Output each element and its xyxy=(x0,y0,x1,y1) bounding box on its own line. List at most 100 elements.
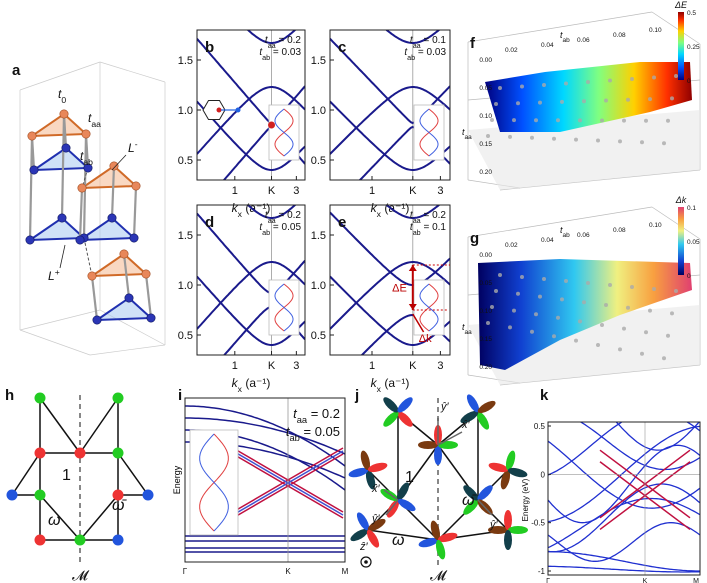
orbital-lobe xyxy=(488,526,508,534)
band xyxy=(615,422,700,451)
band xyxy=(548,483,700,553)
y-tick-label: -1 xyxy=(538,567,546,576)
sample-point xyxy=(630,77,634,81)
subscript: ab xyxy=(413,228,421,237)
panel-label: i xyxy=(178,387,182,404)
sample-point xyxy=(608,283,612,287)
orbital-lobe xyxy=(397,397,413,413)
sample-point xyxy=(564,81,568,86)
symbol: k xyxy=(232,376,239,390)
subscript: aa xyxy=(268,41,276,50)
crossing xyxy=(268,121,276,129)
x-tick-label: 1 xyxy=(232,360,238,372)
orbital-lobe xyxy=(350,528,369,542)
orbital-lobe xyxy=(356,512,370,531)
site xyxy=(34,392,46,404)
atom xyxy=(129,233,139,243)
parameter: tab = 0.05 xyxy=(286,424,340,443)
y-axis-label: Energy (eV) xyxy=(521,478,530,521)
superscript: - xyxy=(135,139,138,149)
panel-label: d xyxy=(205,214,214,231)
orbital-lobe xyxy=(500,469,511,490)
sample-point xyxy=(596,138,600,143)
symbol: t xyxy=(404,47,408,58)
sample-point xyxy=(626,305,630,310)
unit: (a⁻¹) xyxy=(381,201,409,215)
orbital-lobe xyxy=(466,394,480,413)
panel-label: b xyxy=(205,39,214,56)
sample-point xyxy=(604,98,608,103)
x-axis-label: kx (a⁻¹) xyxy=(232,376,271,394)
value: = 0.05 xyxy=(300,424,340,439)
phase-label: ω xyxy=(48,512,60,529)
post xyxy=(132,185,138,239)
value: = 0.1 xyxy=(421,35,447,46)
symbol: L xyxy=(128,141,135,155)
orbital-lobe xyxy=(360,450,371,471)
tick-label: 0.06 xyxy=(577,37,590,44)
symbol: t xyxy=(410,35,414,46)
triangle xyxy=(26,216,87,242)
y-tick-label: 1.0 xyxy=(178,280,193,292)
tick-label: 0.04 xyxy=(541,42,554,49)
atom xyxy=(119,249,129,259)
atom xyxy=(124,293,134,303)
symbol: t xyxy=(88,111,92,125)
site xyxy=(74,447,86,459)
panel-label: f xyxy=(470,35,476,52)
sample-point xyxy=(520,275,524,279)
band xyxy=(579,422,700,471)
sample-point xyxy=(512,118,516,123)
post xyxy=(144,273,153,319)
x-tick-label: M xyxy=(342,567,349,576)
band xyxy=(548,522,700,562)
sample-point xyxy=(670,311,674,316)
box-edge xyxy=(651,11,701,45)
y-tick-label: 0.5 xyxy=(178,155,193,167)
subscript: aa xyxy=(268,216,276,225)
tick-label: 0.15 xyxy=(479,141,492,148)
symbol-label: L- xyxy=(128,139,138,155)
sample-point xyxy=(508,134,512,139)
band xyxy=(548,565,700,573)
sample-point xyxy=(520,84,524,89)
plot-frame xyxy=(196,204,306,356)
box-edge xyxy=(467,11,653,43)
frame-edge xyxy=(19,309,101,331)
y-tick-label: 1.0 xyxy=(311,105,326,117)
sample-point xyxy=(644,118,648,123)
panel-label: g xyxy=(470,230,479,247)
symbol-label: taa xyxy=(88,111,101,129)
tick-label: 0.04 xyxy=(541,237,554,244)
bond xyxy=(83,237,93,277)
x-tick-label: K xyxy=(285,567,291,576)
local-axis xyxy=(385,499,399,516)
subscript: x xyxy=(238,384,243,394)
phase-label: ω̄ xyxy=(112,497,127,514)
atom xyxy=(29,165,39,175)
band xyxy=(548,497,700,549)
parameter: tab = 0.05 xyxy=(259,222,301,237)
sample-point xyxy=(652,75,656,80)
subscript: x xyxy=(238,209,243,219)
symbol: t xyxy=(410,222,414,233)
box-edge xyxy=(467,206,653,238)
post xyxy=(60,113,66,219)
out-of-plane-dot xyxy=(364,560,368,564)
orbital-lobe xyxy=(488,462,509,473)
band xyxy=(246,30,297,44)
subscript: aa xyxy=(91,119,101,129)
sample-point xyxy=(582,300,586,305)
post xyxy=(110,165,116,219)
colorbar-tick: 0 xyxy=(687,78,691,85)
orbital-lobe xyxy=(507,467,528,478)
site xyxy=(34,489,46,501)
band xyxy=(548,444,700,524)
band xyxy=(385,205,441,219)
colorbar xyxy=(678,12,684,80)
tick-label: 0.10 xyxy=(479,308,492,315)
subscript: ab xyxy=(262,228,270,237)
symbol: t xyxy=(462,127,465,137)
sample-point xyxy=(552,334,556,339)
